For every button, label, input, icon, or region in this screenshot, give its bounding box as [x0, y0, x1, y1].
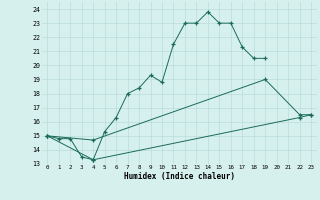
X-axis label: Humidex (Indice chaleur): Humidex (Indice chaleur): [124, 172, 235, 181]
